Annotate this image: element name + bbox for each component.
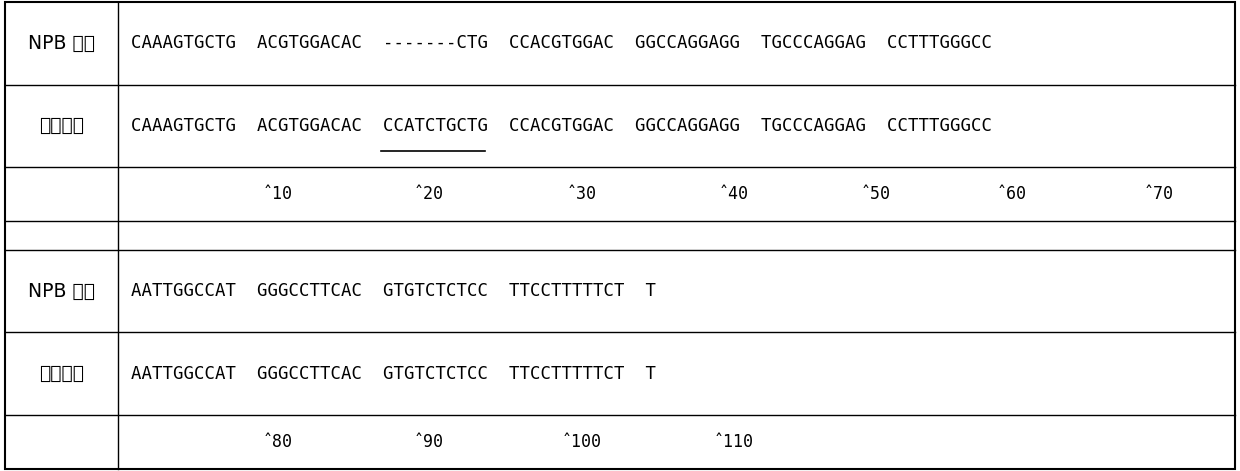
Text: AATTGGCCAT  GGGCCTTCAC  GTGTCTCTCC  TTCCTTTTTCT  T: AATTGGCCAT GGGCCTTCAC GTGTCTCTCC TTCCTTT… <box>130 282 656 300</box>
Text: CAAAGTGCTG  ACGTGGACAC  -------CTG  CCACGTGGAC  GGCCAGGAGG  TGCCCAGGAG  CCTTTGGG: CAAAGTGCTG ACGTGGACAC -------CTG CCACGTG… <box>130 34 992 52</box>
Text: ˆ100: ˆ100 <box>562 433 601 451</box>
Text: ˆ80: ˆ80 <box>263 433 293 451</box>
Text: NPB 序列: NPB 序列 <box>29 34 95 53</box>
Text: ˆ30: ˆ30 <box>567 185 596 203</box>
Text: CAAAGTGCTG  ACGTGGACAC  CCATCTGCTG  CCACGTGGAC  GGCCAGGAGG  TGCCCAGGAG  CCTTTGGG: CAAAGTGCTG ACGTGGACAC CCATCTGCTG CCACGTG… <box>130 117 992 135</box>
Text: ˆ90: ˆ90 <box>414 433 444 451</box>
Text: NPB 序列: NPB 序列 <box>29 282 95 300</box>
Text: ˆ70: ˆ70 <box>1145 185 1174 203</box>
Text: ˆ110: ˆ110 <box>713 433 754 451</box>
Text: 特青序列: 特青序列 <box>38 116 84 135</box>
Text: ˆ50: ˆ50 <box>861 185 890 203</box>
Text: ˆ10: ˆ10 <box>263 185 293 203</box>
Text: ˆ40: ˆ40 <box>718 185 749 203</box>
Text: AATTGGCCAT  GGGCCTTCAC  GTGTCTCTCC  TTCCTTTTTCT  T: AATTGGCCAT GGGCCTTCAC GTGTCTCTCC TTCCTTT… <box>130 365 656 383</box>
Text: ˆ20: ˆ20 <box>414 185 444 203</box>
Text: ˆ60: ˆ60 <box>997 185 1027 203</box>
Text: 特青序列: 特青序列 <box>38 364 84 383</box>
